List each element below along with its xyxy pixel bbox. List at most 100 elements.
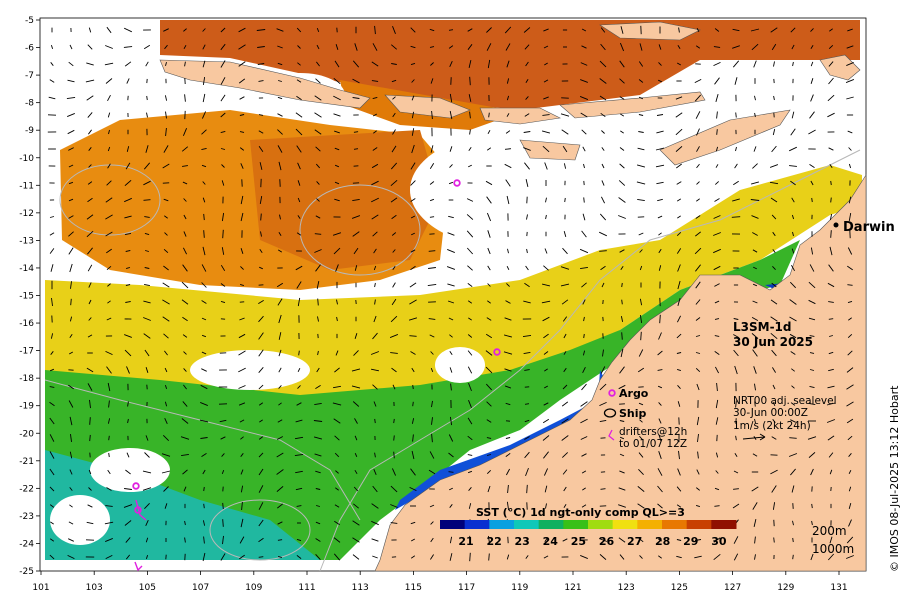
current-vector (428, 469, 436, 475)
current-vector (373, 265, 377, 271)
current-vector (467, 283, 473, 287)
current-vector (772, 502, 776, 510)
current-vector (487, 535, 491, 545)
current-vector (716, 111, 718, 119)
current-vector (772, 128, 776, 136)
current-vector (277, 249, 283, 253)
current-vector (108, 452, 110, 458)
current-vector (165, 61, 167, 67)
current-vector (143, 44, 151, 50)
current-vector (448, 487, 454, 491)
lon-tick-label: 129 (777, 583, 794, 593)
current-vector (430, 537, 434, 543)
current-vector (164, 384, 168, 390)
current-vector (827, 385, 835, 389)
current-vector (600, 27, 606, 33)
current-vector (695, 504, 701, 508)
current-vector (334, 164, 340, 168)
current-vector (525, 555, 529, 559)
current-vector (68, 198, 74, 202)
current-vector (164, 401, 168, 407)
current-vector (297, 62, 301, 66)
current-vector (294, 436, 304, 440)
current-vector (791, 111, 795, 119)
current-vector (315, 521, 321, 525)
current-vector (352, 78, 360, 84)
current-vector (544, 485, 548, 493)
current-vector (278, 332, 282, 340)
current-vector (847, 350, 853, 356)
current-vector (636, 164, 646, 168)
current-vector (315, 385, 321, 389)
current-vector (467, 417, 473, 425)
current-vector (220, 553, 226, 561)
current-vector (163, 248, 169, 254)
current-vector (828, 351, 834, 355)
current-vector (315, 163, 321, 169)
current-vector (373, 315, 377, 323)
current-vector (277, 62, 283, 66)
current-vector (162, 434, 170, 442)
current-vector (182, 334, 188, 338)
current-vector (560, 283, 570, 287)
current-vector (257, 46, 265, 48)
current-vector (525, 96, 529, 100)
current-vector (240, 469, 244, 475)
current-vector (485, 383, 493, 391)
current-vector (202, 93, 206, 103)
current-vector (258, 485, 264, 493)
current-vector (278, 349, 282, 357)
current-vector (49, 434, 55, 442)
current-vector (69, 334, 73, 338)
current-vector (278, 402, 282, 406)
current-vector (829, 469, 833, 475)
colorbar-tick-label: 21 (458, 535, 473, 548)
current-vector (410, 351, 416, 355)
current-vector (203, 486, 205, 492)
current-vector (107, 112, 111, 118)
current-vector (144, 232, 150, 236)
current-vector (657, 198, 663, 202)
ship-legend-icon (603, 408, 617, 418)
current-vector (714, 198, 720, 202)
current-vector (466, 214, 474, 220)
current-vector (579, 95, 589, 101)
current-vector (791, 248, 795, 254)
current-vector (334, 181, 340, 185)
drifter-legend-icon (608, 429, 615, 441)
current-vector (238, 333, 246, 339)
current-vector (468, 317, 472, 321)
current-vector (202, 77, 206, 85)
current-vector (390, 522, 398, 524)
current-vector (827, 553, 835, 561)
colorbar-tick-label: 25 (571, 535, 586, 548)
current-vector (695, 335, 701, 337)
current-vector (525, 467, 529, 477)
current-vector (315, 215, 321, 219)
current-vector (545, 503, 547, 509)
lon-tick-label: 107 (192, 583, 209, 593)
current-vector (49, 248, 55, 254)
current-vector (695, 45, 701, 49)
current-vector (524, 369, 530, 371)
current-vector (732, 45, 740, 49)
current-vector (315, 470, 321, 474)
current-vector (467, 470, 473, 474)
credit-text: © IMOS 08-Jul-2025 13:12 Hobart (888, 385, 901, 572)
current-vector (507, 248, 509, 254)
current-vector (829, 536, 833, 544)
current-vector (68, 400, 74, 408)
current-vector (50, 351, 54, 355)
current-vector (469, 535, 471, 545)
current-vector (543, 45, 549, 49)
current-vector (487, 283, 491, 287)
current-vector (695, 317, 701, 321)
current-vector (751, 486, 759, 492)
current-vector (830, 197, 832, 203)
current-vector (371, 163, 379, 169)
current-vector (716, 382, 718, 392)
current-vector (296, 281, 302, 289)
current-vector (162, 163, 170, 169)
current-vector (163, 486, 169, 492)
current-vector (846, 401, 854, 407)
